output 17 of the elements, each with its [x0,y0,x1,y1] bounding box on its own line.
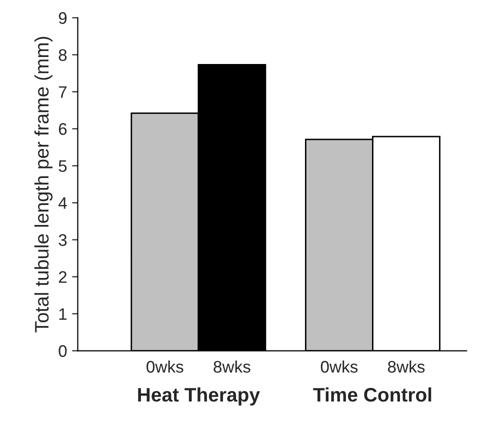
y-tick-label: 9 [58,12,67,24]
y-tick-label: 0 [58,345,67,357]
y-tick-label: 7 [58,86,67,98]
text: Heat Therapy [138,387,260,406]
y-axis-title: Total tubule length per frame (mm) [34,36,53,332]
y-tick-label: 8 [58,49,67,61]
x-tick-label: 8wks [388,360,425,373]
x-tick-label: 8wks [214,360,250,373]
x-tick-label: 0wks [320,360,358,373]
y-tick-label: 4 [58,197,67,209]
y-tick-label: 6 [58,123,67,135]
x-tick-label: 0wks [146,360,184,373]
y-tick-label: 1 [59,308,67,320]
text: Time Control [313,387,432,402]
y-tick-label: 3 [58,234,67,246]
y-tick-label: 2 [58,271,67,283]
y-tick-label: 5 [58,160,67,172]
